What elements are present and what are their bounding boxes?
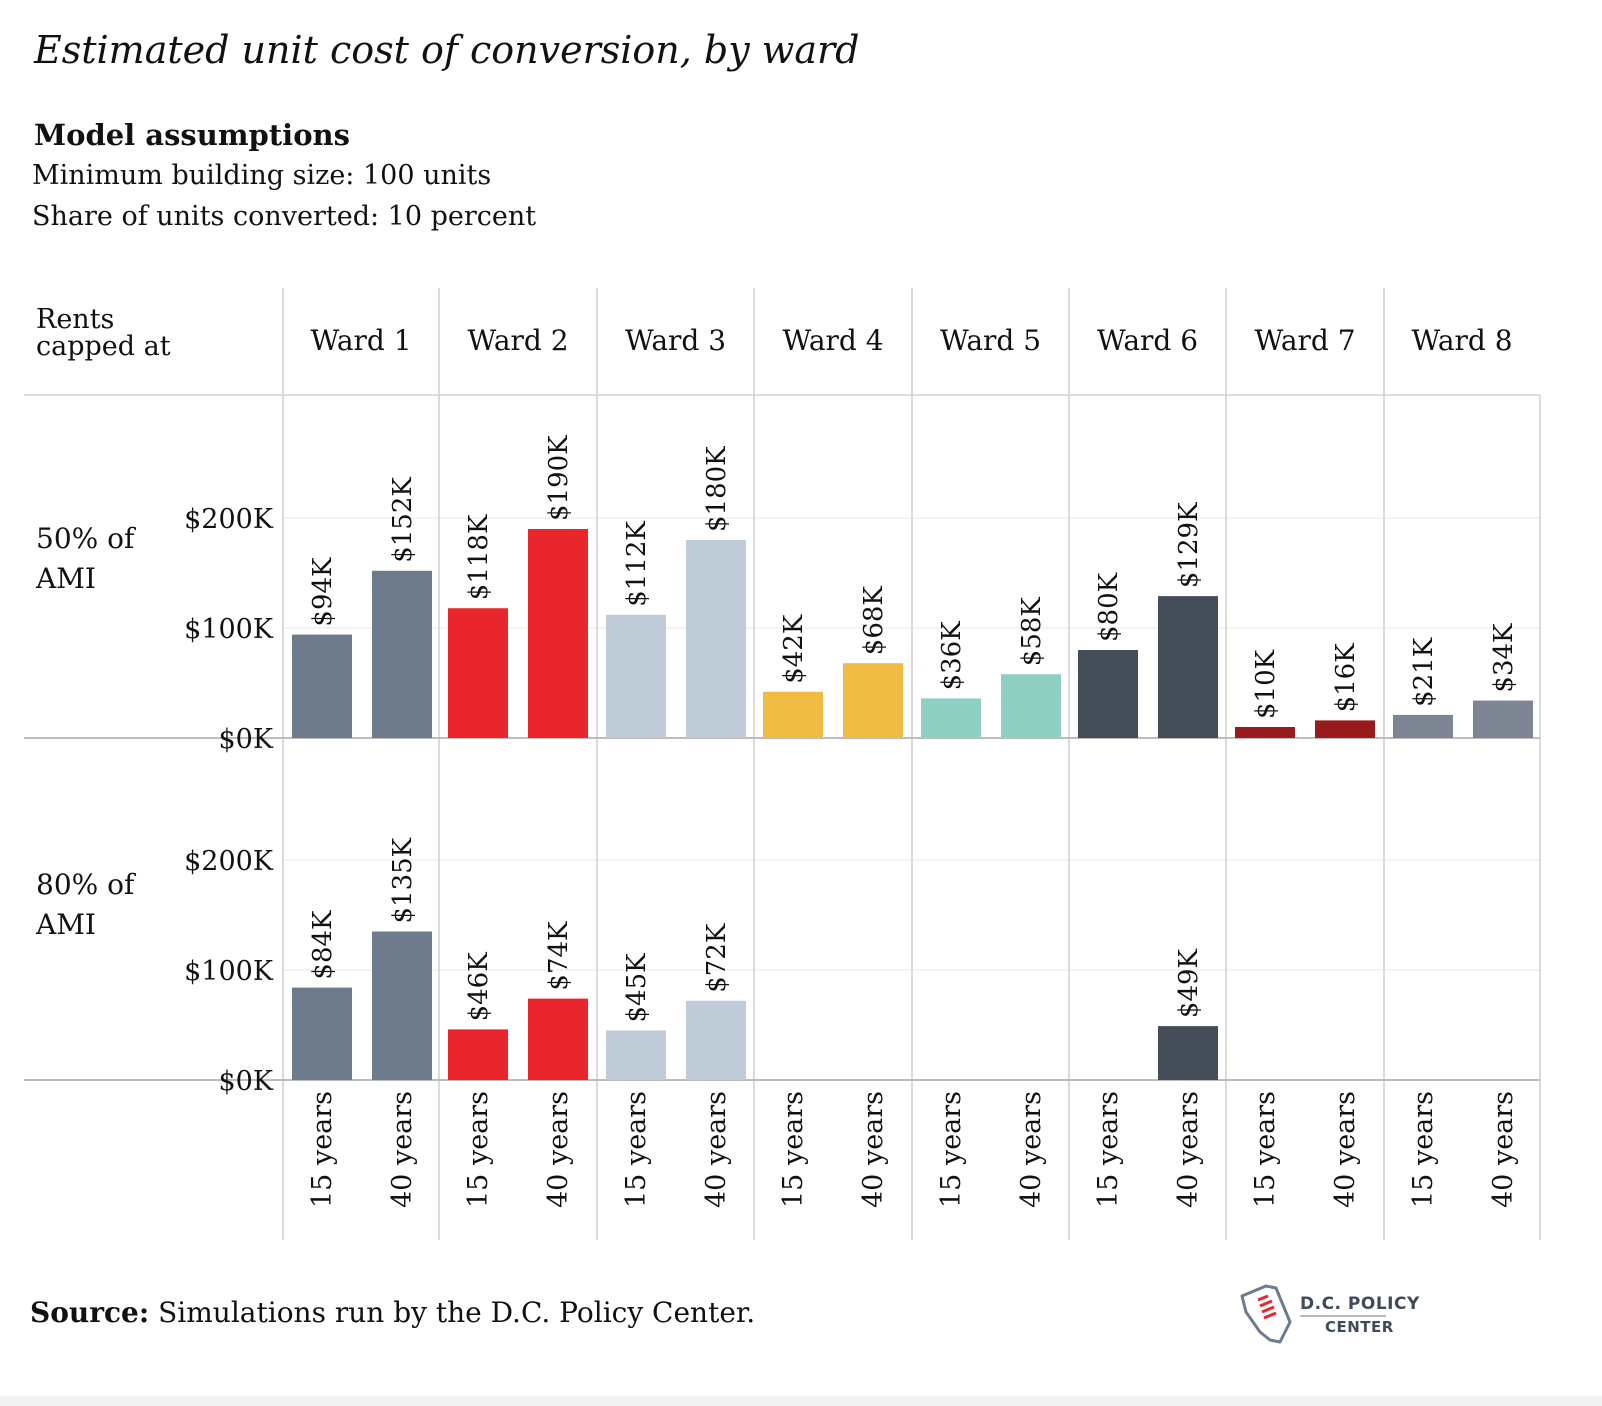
ward-header: Ward 4 (782, 324, 883, 357)
x-category-label: 40 years (1016, 1091, 1047, 1208)
logo-text-line1: D.C. POLICY (1300, 1294, 1420, 1314)
bar (1158, 1026, 1218, 1080)
y-tick-label: $200K (184, 846, 274, 877)
x-category-label: 15 years (778, 1091, 809, 1208)
row-header-label: Rents (36, 304, 114, 335)
bar-value-label: $21K (1409, 637, 1439, 707)
bar-value-label: $34K (1489, 623, 1519, 693)
bar (448, 1029, 508, 1080)
x-category-label: 40 years (543, 1091, 574, 1208)
assumptions-heading: Model assumptions (34, 118, 350, 152)
row-header-label: capped at (36, 331, 171, 362)
ward-header: Ward 5 (940, 324, 1041, 357)
source-note: Source: Simulations run by the D.C. Poli… (30, 1296, 755, 1329)
bar (372, 570, 432, 738)
bar-value-label: $42K (779, 614, 809, 684)
bar (372, 931, 432, 1080)
bar-value-label: $74K (544, 921, 574, 991)
assumption-building-size: Minimum building size: 100 units (32, 160, 492, 191)
x-category-label: 15 years (1250, 1091, 1281, 1208)
bar-value-label: $80K (1094, 572, 1124, 642)
bar-value-label: $36K (937, 621, 967, 691)
bar (843, 663, 903, 738)
dc-policy-center-logo (1240, 1284, 1386, 1344)
bar-value-label: $118K (464, 514, 494, 600)
bar (528, 998, 588, 1080)
row-label: 50% of (36, 522, 137, 555)
bar-value-label: $84K (308, 910, 338, 980)
bar (921, 698, 981, 738)
x-category-label: 40 years (1330, 1091, 1361, 1208)
logo-text-line2: CENTER (1325, 1318, 1394, 1336)
bar (686, 540, 746, 738)
bar (686, 1000, 746, 1080)
row-label: AMI (35, 562, 96, 595)
bar (1078, 650, 1138, 738)
bar-value-label: $129K (1174, 502, 1204, 588)
ward-header: Ward 3 (625, 324, 726, 357)
bar (1001, 674, 1061, 738)
bar-value-label: $135K (388, 837, 418, 923)
assumption-share-converted: Share of units converted: 10 percent (32, 201, 537, 232)
x-category-label: 40 years (1173, 1091, 1204, 1208)
x-category-label: 40 years (858, 1091, 889, 1208)
bar-value-label: $112K (622, 521, 652, 607)
x-category-label: 15 years (463, 1091, 494, 1208)
y-tick-label: $100K (184, 956, 274, 987)
x-category-label: 15 years (1093, 1091, 1124, 1208)
bar (1393, 714, 1453, 738)
ward-header: Ward 8 (1411, 324, 1512, 357)
source-label: Source: (30, 1296, 150, 1329)
bar-value-label: $45K (622, 953, 652, 1023)
x-category-label: 15 years (621, 1091, 652, 1208)
bar (1315, 720, 1375, 738)
bar (448, 608, 508, 738)
x-category-label: 40 years (1488, 1091, 1519, 1208)
chart-title: Estimated unit cost of conversion, by wa… (34, 28, 860, 72)
x-category-label: 15 years (1408, 1091, 1439, 1208)
bar-value-label: $190K (544, 435, 574, 521)
x-category-label: 15 years (307, 1091, 338, 1208)
bar-value-label: $46K (464, 952, 494, 1022)
y-tick-label: $200K (184, 504, 274, 535)
bar-value-label: $16K (1331, 643, 1361, 713)
bar-value-label: $68K (859, 586, 889, 656)
bar (1235, 727, 1295, 738)
source-text: Simulations run by the D.C. Policy Cente… (149, 1296, 756, 1329)
ward-header: Ward 6 (1097, 324, 1198, 357)
bar-value-label: $152K (388, 477, 418, 563)
ward-header: Ward 7 (1254, 324, 1355, 357)
y-tick-label: $0K (218, 1066, 273, 1097)
x-category-label: 15 years (936, 1091, 967, 1208)
bar-value-label: $10K (1251, 649, 1281, 719)
y-tick-label: $100K (184, 614, 274, 645)
bar (528, 529, 588, 738)
bar (292, 634, 352, 738)
y-tick-label: $0K (218, 724, 273, 755)
bar-value-label: $72K (702, 923, 732, 993)
bar (606, 1030, 666, 1080)
bar (763, 691, 823, 738)
x-category-label: 40 years (701, 1091, 732, 1208)
bar-value-label: $58K (1017, 597, 1047, 667)
row-label: 80% of (36, 868, 137, 901)
bar (606, 614, 666, 738)
bar (1473, 700, 1533, 738)
ward-header: Ward 2 (467, 324, 568, 357)
bar (292, 987, 352, 1080)
footer-bar (0, 1396, 1602, 1406)
bar-value-label: $180K (702, 446, 732, 532)
ward-header: Ward 1 (310, 324, 411, 357)
bar-value-label: $49K (1174, 948, 1204, 1018)
bar-value-label: $94K (308, 557, 338, 627)
row-label: AMI (35, 908, 96, 941)
bar (1158, 596, 1218, 738)
x-category-label: 40 years (387, 1091, 418, 1208)
